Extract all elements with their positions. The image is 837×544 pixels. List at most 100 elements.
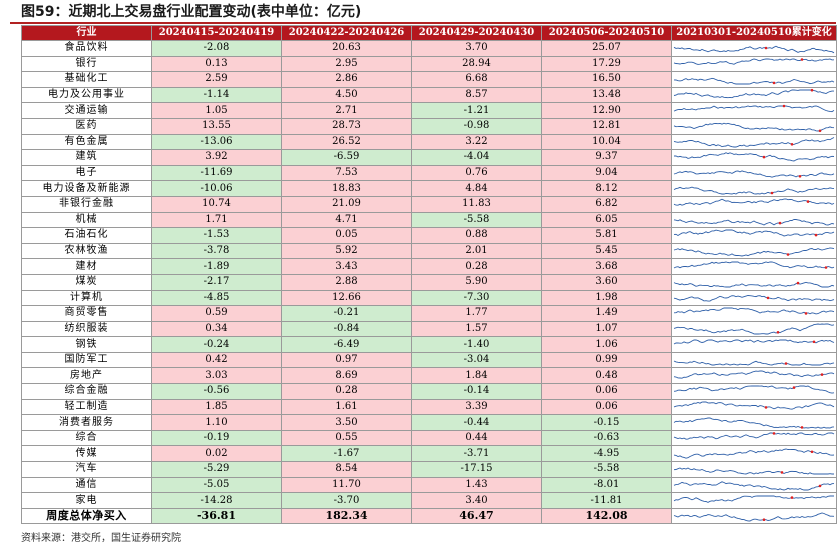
flow-value-2: 20.63 <box>281 40 412 57</box>
sparkline-graphic <box>673 370 835 379</box>
flow-value-4: 0.48 <box>541 367 672 385</box>
flow-value-1: -0.56 <box>151 383 282 400</box>
flow-value-4: -0.63 <box>541 429 672 447</box>
sparkline-path <box>673 448 835 459</box>
flow-value-3: -5.58 <box>411 211 542 229</box>
flow-value-3: 3.39 <box>411 398 542 416</box>
sparkline-marker <box>780 471 784 475</box>
industry-name: 房地产 <box>21 367 152 385</box>
sparkline-path <box>673 45 835 54</box>
cumulative-sparkline <box>671 476 837 494</box>
flow-value-4: 6.82 <box>541 195 672 213</box>
table-row: 汽车 -5.29 8.54 -17.15 -5.58 <box>21 461 837 478</box>
cumulative-sparkline <box>671 40 837 57</box>
flow-value-4: 9.37 <box>541 149 672 166</box>
flow-value-2: 0.28 <box>281 383 412 400</box>
sparkline-graphic <box>673 360 835 366</box>
flow-value-1: 0.34 <box>151 320 282 338</box>
flow-value-3: -3.04 <box>411 351 542 369</box>
cumulative-sparkline <box>671 320 837 338</box>
flow-value-3: 1.84 <box>411 367 542 385</box>
cumulative-sparkline <box>671 86 837 104</box>
cumulative-sparkline <box>671 242 837 260</box>
flow-value-1: -3.78 <box>151 242 282 260</box>
flow-value-4: 142.08 <box>541 507 672 525</box>
industry-name: 石油石化 <box>21 227 152 244</box>
flow-value-4: 1.06 <box>541 336 672 353</box>
sparkline-graphic <box>673 385 835 394</box>
flow-value-4: -11.81 <box>541 492 672 509</box>
flow-value-2: -0.84 <box>281 320 412 338</box>
flow-value-2: 0.05 <box>281 227 412 244</box>
sparkline-path <box>673 401 835 410</box>
table-row: 农林牧渔 -3.78 5.92 2.01 5.45 <box>21 242 837 260</box>
sparkline-marker <box>806 200 810 204</box>
flow-value-3: 1.77 <box>411 305 542 322</box>
sparkline-marker <box>790 495 794 499</box>
flow-value-3: -1.40 <box>411 336 542 353</box>
sparkline-path <box>673 339 835 344</box>
flow-value-3: 1.43 <box>411 476 542 494</box>
sparkline-marker <box>792 386 796 390</box>
sparkline-graphic <box>673 186 835 195</box>
flow-value-3: 3.22 <box>411 133 542 151</box>
flow-value-2: 18.83 <box>281 180 412 197</box>
flow-value-2: -1.67 <box>281 445 412 463</box>
header-period-4: 20240506-20240510 <box>541 25 672 41</box>
table-row: 银行 0.13 2.95 28.94 17.29 <box>21 55 837 73</box>
cumulative-sparkline <box>671 55 837 73</box>
industry-name: 综合 <box>21 429 152 447</box>
sparkline-graphic <box>674 152 835 162</box>
sparkline-marker <box>764 406 768 409</box>
sparkline-marker <box>770 191 774 194</box>
flow-value-1: 10.74 <box>151 195 282 213</box>
flow-value-1: 0.13 <box>151 55 282 73</box>
sparkline-marker <box>778 221 782 225</box>
industry-name: 电力设备及新能源 <box>21 180 152 197</box>
sparkline-marker <box>776 330 780 334</box>
sparkline-graphic <box>673 198 835 206</box>
industry-name: 周度总体净买入 <box>21 507 152 525</box>
table-row: 消费者服务 1.10 3.50 -0.44 -0.15 <box>21 414 837 431</box>
cumulative-sparkline <box>671 258 837 275</box>
flow-value-3: 6.68 <box>411 71 542 88</box>
sparkline-marker <box>772 432 776 435</box>
sparkline-path <box>673 261 835 269</box>
sparkline-path <box>673 282 835 288</box>
sparkline-path <box>673 495 834 503</box>
industry-name: 基础化工 <box>21 71 152 88</box>
sparkline-path <box>673 218 835 226</box>
sparkline-marker <box>772 82 776 85</box>
sparkline-graphic <box>673 282 835 288</box>
industry-name: 医药 <box>21 117 152 135</box>
sparkline-graphic <box>673 339 835 344</box>
flow-value-3: 8.57 <box>411 86 542 104</box>
flow-value-3: -7.30 <box>411 289 542 307</box>
flow-value-4: 1.07 <box>541 320 672 338</box>
industry-name: 通信 <box>21 476 152 494</box>
flow-value-1: -5.05 <box>151 476 282 494</box>
flow-value-4: 17.29 <box>541 55 672 73</box>
flow-value-2: 8.54 <box>281 461 412 478</box>
flow-value-1: 1.71 <box>151 211 282 229</box>
sparkline-marker <box>804 312 808 316</box>
flow-value-4: 0.06 <box>541 398 672 416</box>
flow-value-4: 16.50 <box>541 71 672 88</box>
flow-value-3: 1.57 <box>411 320 542 338</box>
flow-value-4: -5.58 <box>541 461 672 478</box>
flow-value-1: 0.59 <box>151 305 282 322</box>
sparkline-graphic <box>673 218 835 226</box>
sparkline-graphic <box>673 417 835 429</box>
sparkline-path <box>673 370 835 379</box>
flow-value-2: -6.59 <box>281 149 412 166</box>
sparkline-path <box>673 247 835 257</box>
sparkline-marker <box>786 253 790 256</box>
table-row: 综合金融 -0.56 0.28 -0.14 0.06 <box>21 383 837 400</box>
flow-value-1: -36.81 <box>151 507 282 525</box>
source-note: 资料来源：港交所，国生证券研究院 <box>21 533 181 544</box>
sparkline-marker <box>800 58 804 61</box>
cumulative-sparkline <box>671 133 837 151</box>
flow-value-1: 1.85 <box>151 398 282 416</box>
sparkline-graphic <box>673 78 835 85</box>
allocation-table: 行业 20240415-20240419 20240422-20240426 2… <box>21 25 837 525</box>
